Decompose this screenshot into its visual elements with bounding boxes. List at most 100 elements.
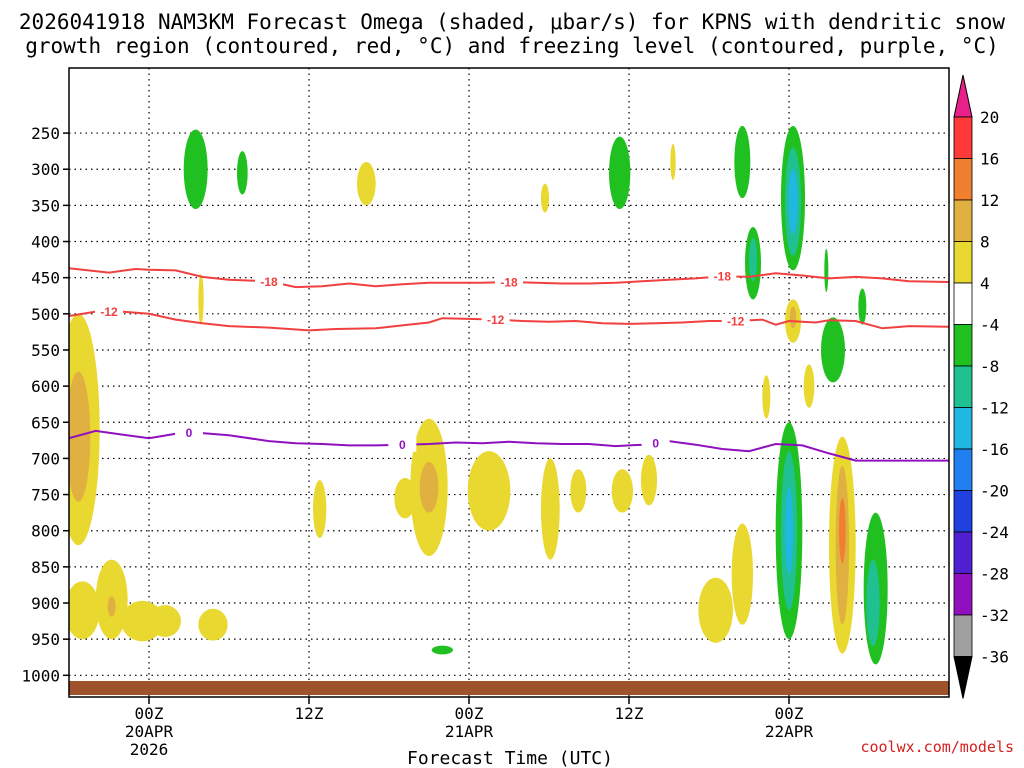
omega-region bbox=[789, 306, 797, 329]
colorbar-top-arrow bbox=[953, 74, 973, 118]
contour-label-bg bbox=[641, 435, 670, 450]
colorbar-label: -8 bbox=[980, 357, 999, 376]
omega-region bbox=[824, 248, 829, 293]
y-tick-label: 850 bbox=[31, 558, 60, 577]
contour-label: -12 bbox=[100, 305, 118, 319]
x-tick-label: 12Z bbox=[295, 704, 324, 723]
colorbar-segment bbox=[953, 241, 973, 284]
colorbar-label: 8 bbox=[980, 233, 990, 252]
contour-label: -18 bbox=[714, 270, 732, 284]
contour-label: -12 bbox=[487, 313, 505, 327]
omega-region bbox=[762, 375, 771, 419]
y-tick-label: 1000 bbox=[21, 666, 60, 685]
ground-terrain-band bbox=[69, 681, 949, 695]
contour-label: 0 bbox=[186, 426, 193, 440]
colorbar-label: -20 bbox=[980, 482, 1009, 501]
omega-region bbox=[394, 477, 416, 519]
omega-region bbox=[237, 151, 248, 195]
contour-label: 0 bbox=[399, 438, 406, 452]
contour-label: -18 bbox=[500, 276, 518, 290]
omega-region bbox=[183, 129, 208, 209]
contour-label-bg bbox=[95, 304, 123, 319]
omega-region bbox=[821, 317, 845, 383]
colorbar-segment bbox=[953, 324, 973, 367]
colorbar-segment bbox=[953, 573, 973, 616]
y-tick-label: 650 bbox=[31, 413, 60, 432]
y-tick-label: 300 bbox=[31, 160, 60, 179]
omega-region bbox=[785, 487, 793, 575]
y-tick-label: 600 bbox=[31, 377, 60, 396]
colorbar-label: 16 bbox=[980, 150, 999, 169]
omega-region bbox=[198, 274, 204, 325]
omega-region bbox=[198, 608, 228, 641]
colorbar-segment bbox=[953, 490, 973, 533]
contour-label: 0 bbox=[652, 436, 659, 450]
omega-shading bbox=[69, 125, 888, 665]
omega-region bbox=[69, 581, 100, 640]
omega-region bbox=[866, 559, 880, 647]
colorbar-segment bbox=[953, 199, 973, 242]
omega-region bbox=[419, 462, 439, 513]
omega-region bbox=[313, 480, 327, 538]
x-tick-label: 00Z bbox=[135, 704, 164, 723]
contour-label-bg bbox=[495, 275, 523, 290]
x-tick-label: 20APR bbox=[125, 722, 174, 741]
colorbar-label: -12 bbox=[980, 399, 1009, 418]
omega-region bbox=[541, 183, 549, 213]
omega-region bbox=[698, 577, 734, 643]
chart-title-line-1: 2026041918 NAM3KM Forecast Omega (shaded… bbox=[19, 10, 1006, 34]
omega-region bbox=[357, 161, 376, 206]
chart-title-line-2: growth region (contoured, red, °C) and f… bbox=[25, 34, 999, 58]
contour-label-bg bbox=[388, 437, 417, 452]
colorbar-label: 4 bbox=[980, 274, 990, 293]
y-tick-label: 450 bbox=[31, 269, 60, 288]
x-tick-label: 00Z bbox=[775, 704, 804, 723]
watermark: coolwx.com/models bbox=[860, 738, 1014, 756]
colorbar-segment bbox=[953, 614, 973, 657]
plot-area: -18 -18 -18 -12 -12 -12 0 0 0 bbox=[68, 67, 950, 698]
colorbar-label: -28 bbox=[980, 565, 1009, 584]
colorbar-label: -32 bbox=[980, 606, 1009, 625]
y-tick-label: 350 bbox=[31, 196, 60, 215]
x-tick-label: 12Z bbox=[615, 704, 644, 723]
y-tick-label: 500 bbox=[31, 305, 60, 324]
contour-lines: -18 -18 -18 -12 -12 -12 0 0 0 bbox=[69, 267, 949, 462]
colorbar-label: -36 bbox=[980, 648, 1009, 667]
colorbar-label: -16 bbox=[980, 440, 1009, 459]
x-tick-label: 00Z bbox=[455, 704, 484, 723]
colorbar-label: -24 bbox=[980, 523, 1009, 542]
y-tick-label: 400 bbox=[31, 233, 60, 252]
colorbar-segment bbox=[953, 158, 973, 201]
colorbar-bottom-arrow bbox=[953, 656, 973, 699]
plot-frame bbox=[68, 67, 950, 698]
colorbar-label: 20 bbox=[980, 108, 999, 127]
y-axis-pressure: 250 300 350 400 450 500 550 600 650 700 750 800 850 9… bbox=[21, 124, 69, 685]
omega-region bbox=[541, 458, 560, 560]
omega-region bbox=[734, 125, 751, 199]
omega-region bbox=[788, 169, 798, 235]
colorbar-legend: 20 16 12 8 4 -4 -8 -12 -16 -20 -24 -28 -32 -36 bbox=[953, 74, 1009, 699]
colorbar-segment bbox=[953, 365, 973, 408]
contour-label-bg bbox=[175, 425, 203, 440]
colorbar-segment bbox=[953, 407, 973, 450]
omega-region bbox=[107, 596, 116, 617]
contour-dgz-bottom bbox=[69, 310, 949, 332]
omega-region bbox=[641, 454, 657, 506]
omega-region bbox=[570, 469, 587, 513]
colorbar-segment bbox=[953, 448, 973, 491]
contour-label-bg bbox=[255, 274, 283, 289]
omega-region bbox=[431, 645, 454, 655]
x-tick-label: 2026 bbox=[130, 740, 169, 759]
y-tick-label: 950 bbox=[31, 630, 60, 649]
y-tick-label: 550 bbox=[31, 341, 60, 360]
omega-region bbox=[839, 498, 846, 564]
omega-region bbox=[467, 451, 511, 531]
omega-region bbox=[731, 523, 753, 625]
colorbar-segment bbox=[953, 116, 973, 159]
contour-label-bg bbox=[721, 314, 750, 329]
omega-region bbox=[149, 605, 181, 637]
y-tick-label: 800 bbox=[31, 522, 60, 541]
omega-region bbox=[749, 237, 757, 282]
